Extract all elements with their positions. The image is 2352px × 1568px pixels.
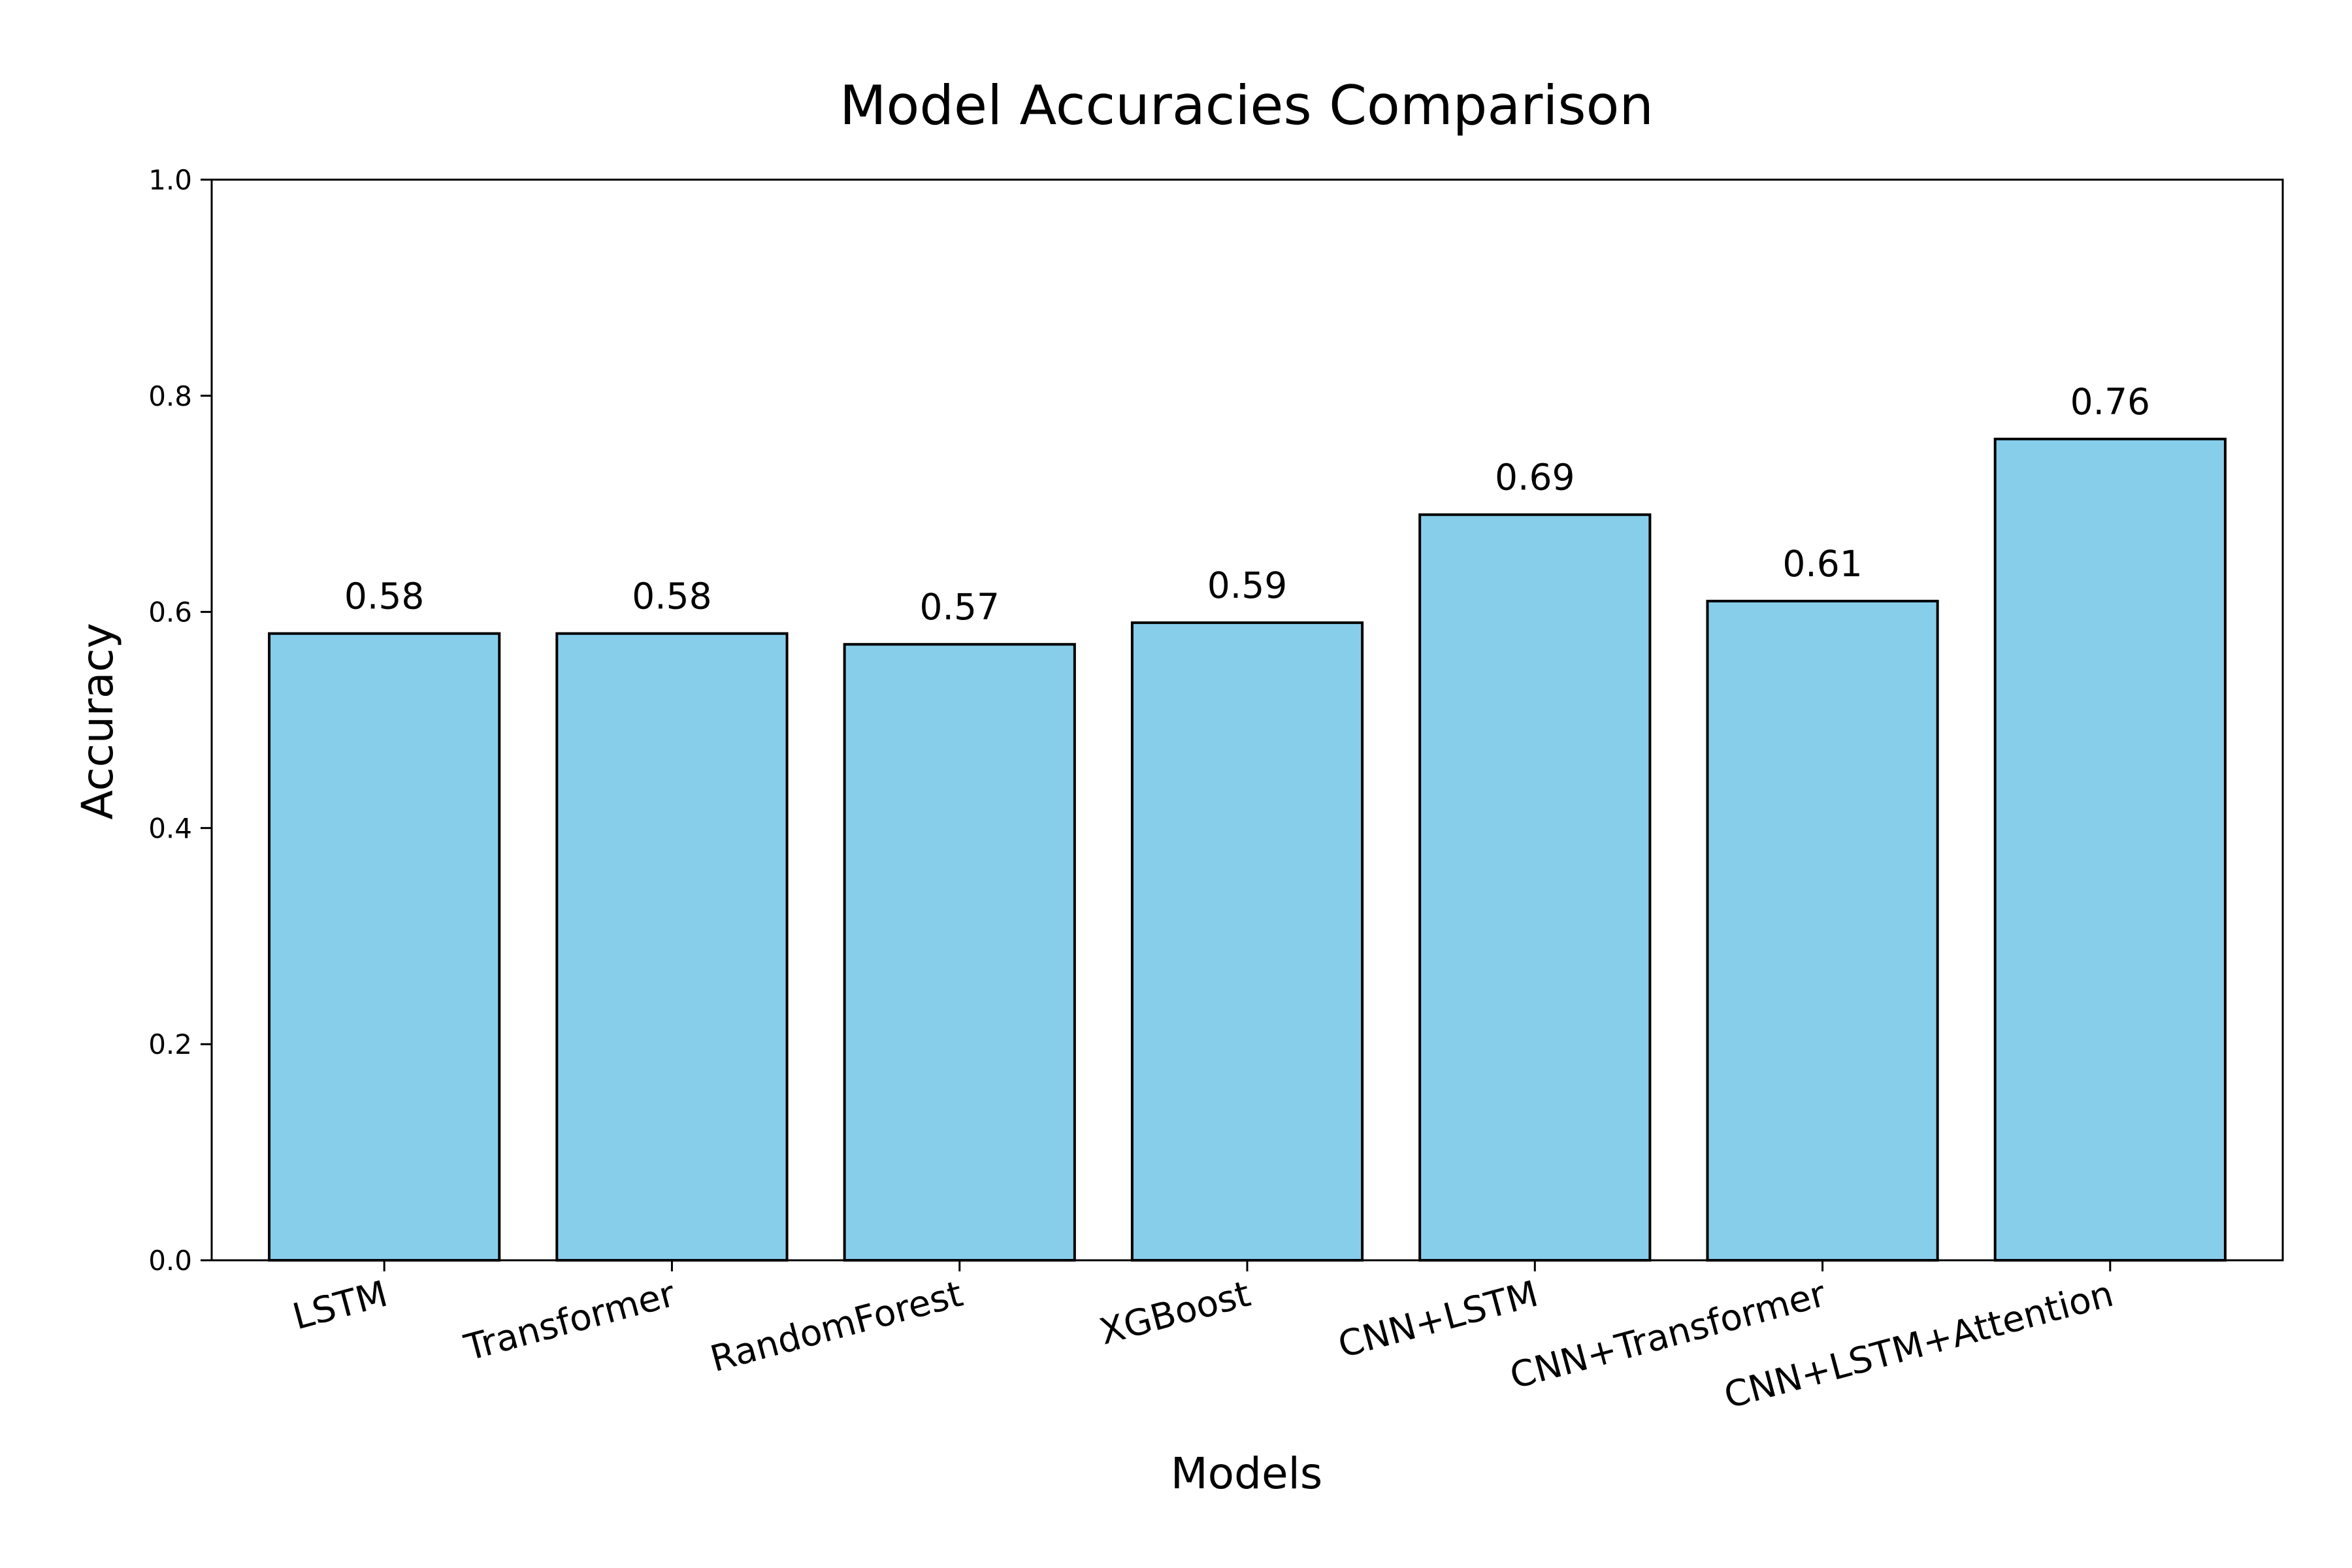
y-tick-label: 0.0 (148, 1245, 192, 1277)
bar-value-label: 0.61 (1782, 543, 1862, 585)
x-tick-label: CNN+LSTM (1333, 1273, 1542, 1366)
bar-value-label: 0.59 (1207, 564, 1287, 606)
bar-cnn-lstm (1418, 513, 1652, 1262)
bar-value-label: 0.57 (919, 586, 999, 628)
y-tick-label: 1.0 (148, 164, 192, 196)
x-axis-label: Models (1171, 1448, 1323, 1499)
bar-xgboost (1130, 621, 1364, 1262)
x-tick-label: RandomForest (706, 1273, 968, 1380)
bar-value-label: 0.58 (344, 576, 424, 617)
x-tick-label: XGBoost (1095, 1273, 1254, 1353)
bar-value-label: 0.58 (632, 576, 711, 617)
x-tick-label: LSTM (288, 1273, 391, 1338)
y-tick-label: 0.4 (148, 812, 192, 844)
bar-cnn-transformer (1706, 600, 1939, 1262)
bar-value-label: 0.69 (1495, 457, 1575, 498)
y-tick-label: 0.6 (148, 596, 192, 629)
chart-title: Model Accuracies Comparison (840, 74, 1654, 137)
bar-value-label: 0.76 (2070, 381, 2150, 423)
y-axis-label: Accuracy (73, 623, 123, 819)
bar-lstm (268, 632, 501, 1262)
y-tick-label: 0.8 (148, 380, 192, 412)
y-tick-label: 0.2 (148, 1028, 192, 1060)
bar-transformer (555, 632, 789, 1262)
bar-randomforest (843, 643, 1076, 1262)
plot-area: 0.58 0.58 0.57 0.59 0.69 0.61 0.76 0.0 0.2 0.4 0.6… (148, 164, 2284, 1416)
x-tick-label: Transformer (459, 1273, 679, 1369)
bar-cnn-lstm-attention (1993, 437, 2227, 1262)
